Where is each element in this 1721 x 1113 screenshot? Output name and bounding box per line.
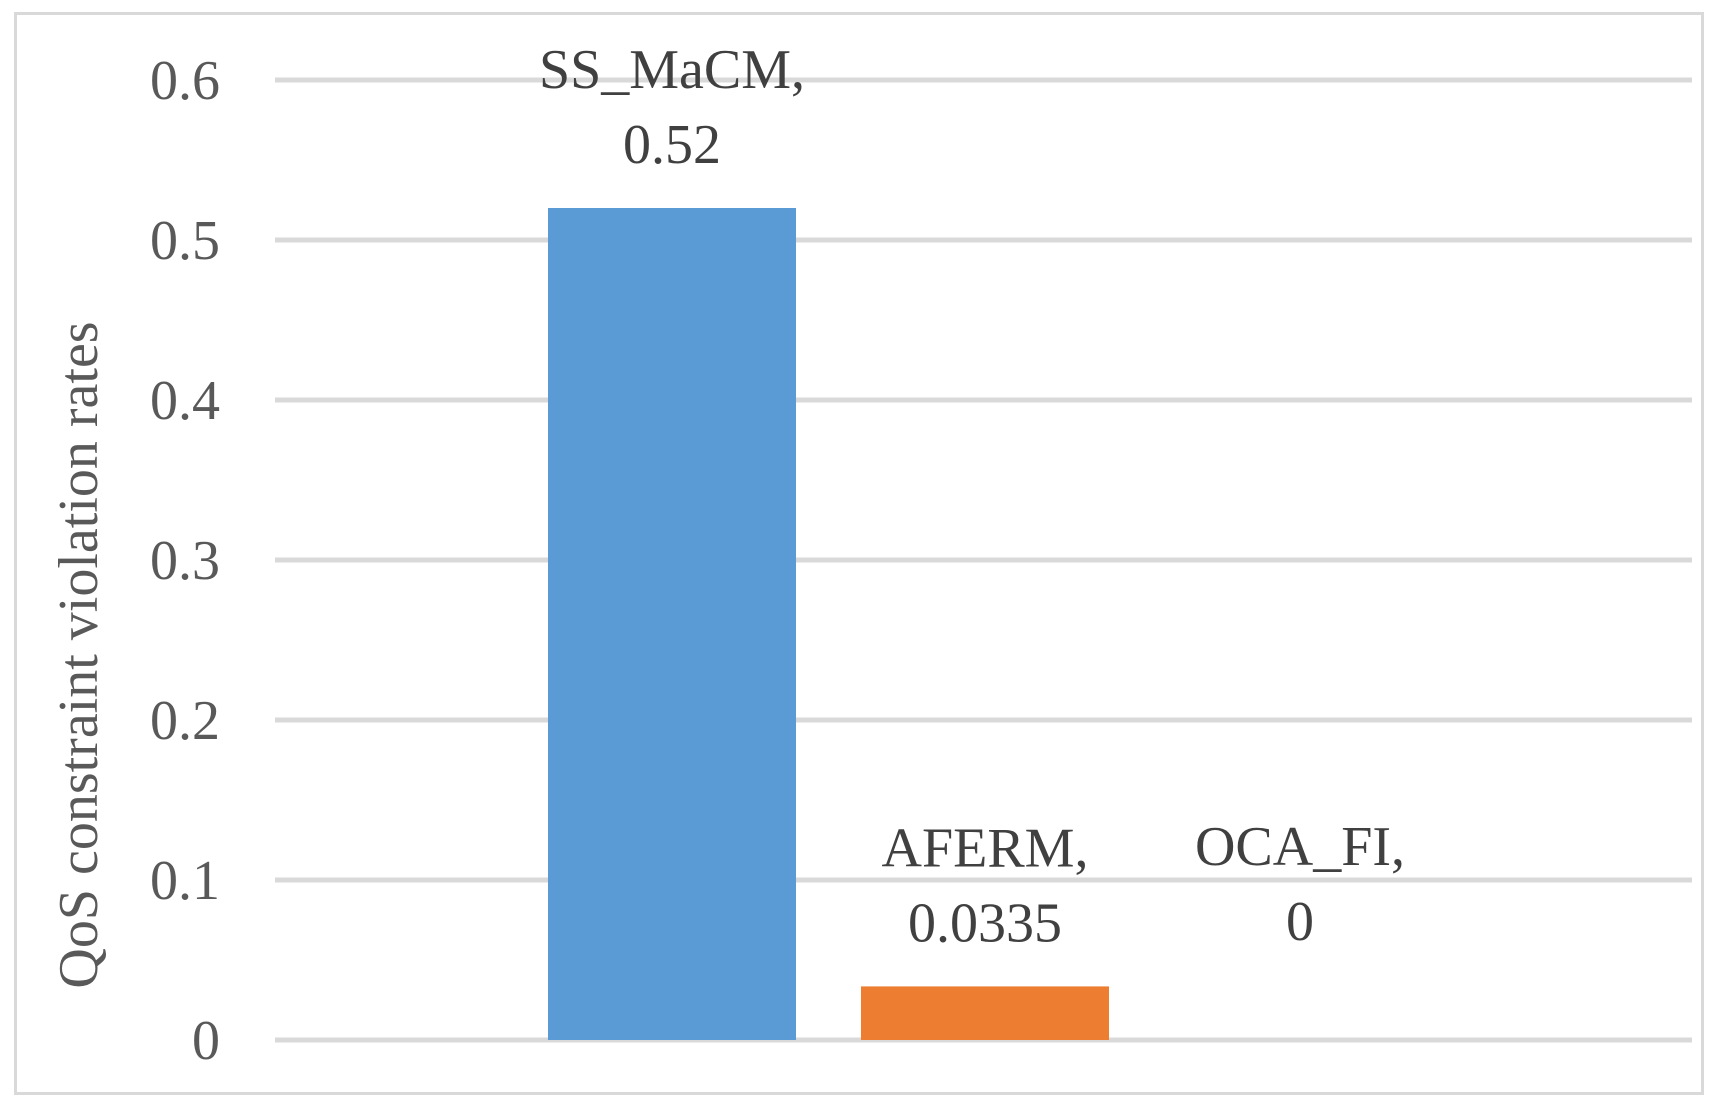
bar-ss-macm <box>548 208 796 1040</box>
bar-aferm <box>861 986 1109 1040</box>
y-axis-title: QoS constraint violation rates <box>48 321 110 988</box>
chart-frame <box>14 12 1704 1095</box>
data-labels: SS_MaCM, 0.52 AFERM, 0.0335 OCA_FI, 0 <box>539 39 1405 954</box>
y-axis-tick-labels: 0 0.1 0.2 0.3 0.4 0.5 0.6 <box>150 50 220 1072</box>
y-tick-label: 0.4 <box>150 370 220 432</box>
data-label: 0 <box>1286 891 1314 953</box>
gridlines <box>275 77 1692 1043</box>
bars <box>548 208 1109 1040</box>
data-label: 0.0335 <box>908 892 1062 954</box>
y-tick-label: 0.1 <box>150 850 220 912</box>
y-tick-label: 0 <box>192 1010 220 1072</box>
data-label: AFERM, <box>882 817 1089 879</box>
data-label: 0.52 <box>623 114 721 176</box>
y-tick-label: 0.6 <box>150 50 220 112</box>
y-tick-label: 0.5 <box>150 210 220 272</box>
y-tick-label: 0.2 <box>150 690 220 752</box>
data-label: SS_MaCM, <box>539 39 805 101</box>
data-label: OCA_FI, <box>1195 816 1405 878</box>
y-tick-label: 0.3 <box>150 530 220 592</box>
